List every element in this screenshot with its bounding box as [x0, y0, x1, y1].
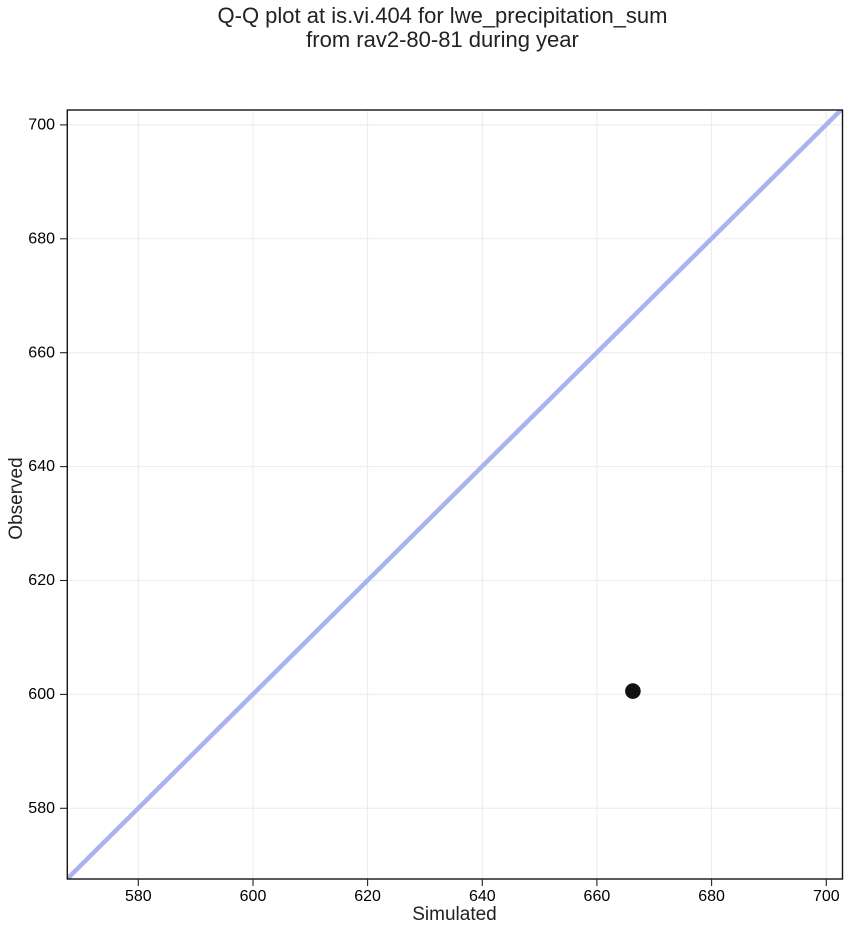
svg-text:580: 580	[125, 888, 152, 905]
svg-text:680: 680	[698, 888, 725, 905]
svg-text:620: 620	[354, 888, 381, 905]
svg-text:700: 700	[813, 888, 840, 905]
svg-text:600: 600	[28, 686, 55, 703]
svg-text:660: 660	[584, 888, 611, 905]
svg-text:Simulated: Simulated	[412, 904, 497, 925]
svg-text:640: 640	[469, 888, 496, 905]
svg-text:640: 640	[28, 458, 55, 475]
svg-text:660: 660	[28, 344, 55, 361]
svg-text:680: 680	[28, 230, 55, 247]
svg-text:600: 600	[240, 888, 267, 905]
svg-text:Observed: Observed	[6, 457, 27, 539]
svg-text:580: 580	[28, 800, 55, 817]
svg-text:700: 700	[28, 117, 55, 134]
svg-text:620: 620	[28, 572, 55, 589]
